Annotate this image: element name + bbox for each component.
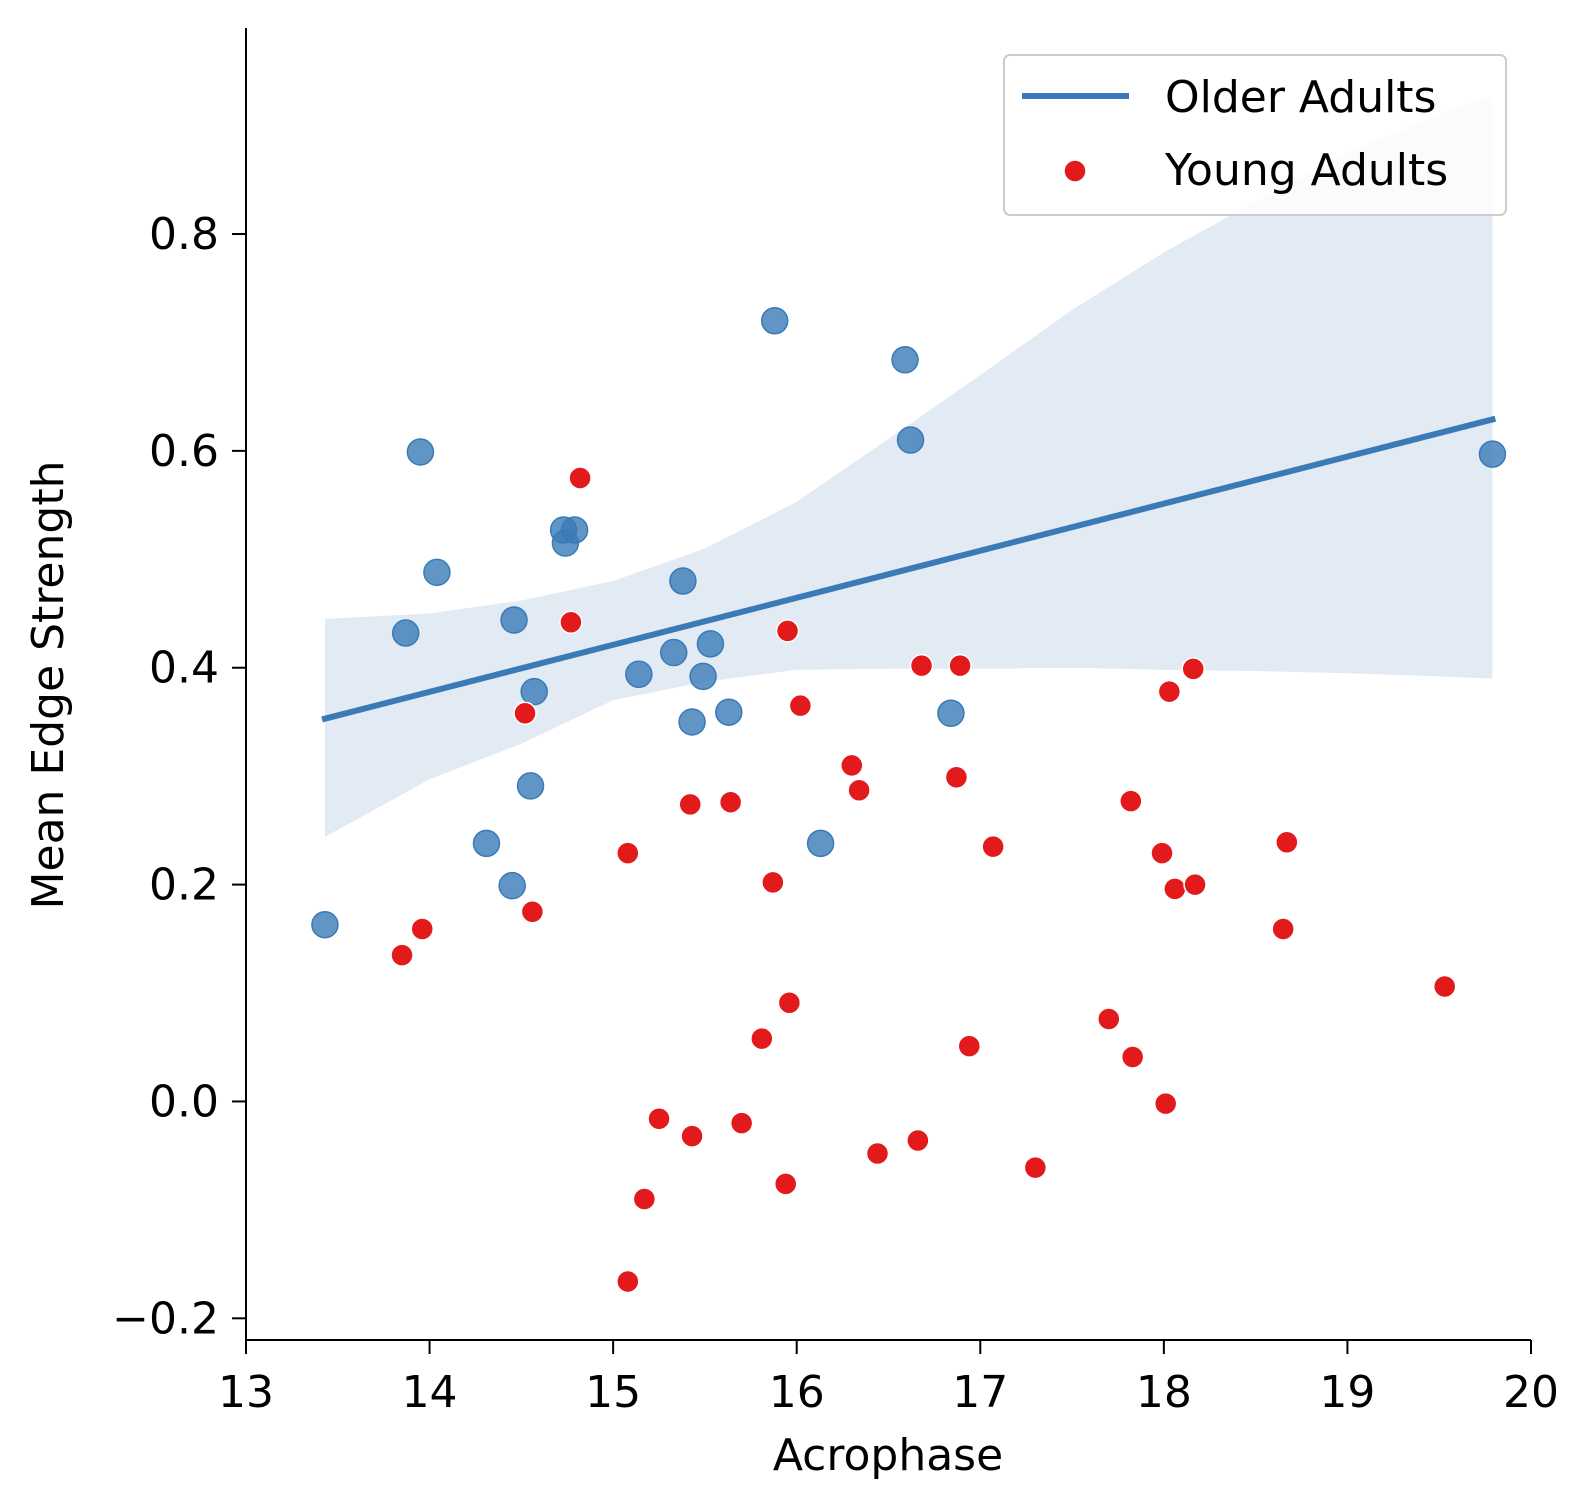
young-adult-point — [1183, 872, 1207, 897]
young-adult-point — [559, 610, 583, 634]
young-adult-point — [1023, 1155, 1048, 1180]
young-adult-point — [773, 1172, 798, 1196]
young-adult-point — [1120, 1045, 1145, 1069]
x-tick-label: 13 — [218, 1367, 274, 1418]
young-adult-point — [788, 693, 813, 718]
older-adult-point — [423, 558, 451, 587]
older-adult-point — [678, 708, 706, 736]
young-adult-point — [410, 917, 434, 941]
older-adult-point — [806, 829, 835, 858]
young-adult-point — [718, 790, 743, 814]
young-adult-point — [1157, 679, 1182, 704]
young-adults-points — [390, 466, 1457, 1294]
regression-line — [321, 415, 1497, 723]
x-ticks: 13 14 15 16 17 18 19 20 — [218, 1340, 1559, 1418]
young-adult-point — [1119, 789, 1143, 813]
y-tick-label: 0.0 — [149, 1076, 219, 1127]
young-adult-point — [1271, 917, 1295, 941]
legend-label-young-adults: Young Adults — [1164, 145, 1448, 196]
older-adult-point — [760, 307, 789, 335]
legend-frame — [1003, 54, 1507, 216]
young-adult-point — [909, 653, 934, 678]
older-adult-point — [891, 346, 919, 374]
x-tick-label: 15 — [585, 1367, 641, 1418]
young-adult-point — [1153, 1091, 1178, 1116]
older-adult-point — [472, 829, 501, 858]
young-adult-point — [944, 765, 969, 789]
young-adult-point — [775, 619, 800, 643]
y-tick-label: 0.4 — [149, 643, 219, 694]
y-ticks: −0.2 0.0 0.2 0.4 0.6 0.8 — [112, 209, 246, 1344]
young-adult-point — [390, 943, 414, 967]
x-tick-label: 17 — [952, 1367, 1008, 1418]
older-adult-point — [311, 910, 339, 939]
older-adult-point — [715, 698, 743, 726]
y-tick-label: 0.2 — [149, 860, 219, 911]
older-adult-point — [696, 630, 725, 658]
legend-label-older-adults: Older Adults — [1165, 72, 1436, 123]
x-axis-label: Acrophase — [773, 1430, 1003, 1481]
young-adult-point — [520, 899, 545, 924]
legend: Older Adults Young Adults — [1003, 54, 1507, 216]
young-adult-point — [1432, 974, 1457, 999]
young-adult-point — [1275, 830, 1299, 855]
young-adult-point — [1163, 877, 1187, 901]
older-adult-point — [500, 606, 528, 634]
young-adult-point — [1150, 841, 1174, 865]
older-adult-point — [520, 677, 548, 706]
x-tick-label: 14 — [402, 1367, 458, 1418]
young-adult-point — [568, 466, 592, 490]
older-adult-point — [896, 426, 925, 454]
young-adult-point — [865, 1141, 890, 1166]
young-adult-point — [632, 1187, 657, 1211]
older-adult-point — [625, 660, 653, 688]
young-adult-point — [906, 1128, 930, 1153]
young-adult-point — [729, 1111, 754, 1135]
young-adult-point — [840, 753, 864, 778]
young-adult-point — [680, 1124, 704, 1148]
legend-dot-swatch — [1063, 159, 1087, 183]
young-adult-point — [647, 1107, 671, 1131]
x-tick-label: 18 — [1136, 1367, 1192, 1418]
y-axis-label: Mean Edge Strength — [23, 461, 74, 910]
older-adult-point — [498, 871, 526, 900]
young-adult-point — [777, 991, 802, 1015]
young-adult-point — [847, 778, 871, 803]
y-tick-label: 0.8 — [149, 209, 219, 260]
young-adult-point — [678, 792, 702, 817]
young-adult-point — [957, 1034, 982, 1058]
young-adult-point — [981, 834, 1005, 859]
older-adult-point — [689, 662, 717, 691]
x-tick-label: 19 — [1319, 1367, 1375, 1418]
older-adults-points — [311, 307, 1507, 939]
plot-area — [311, 96, 1507, 1294]
older-adult-point — [560, 516, 589, 544]
older-adult-point — [391, 619, 420, 647]
young-adult-point — [1181, 657, 1205, 681]
older-adult-point — [1478, 440, 1507, 468]
young-adult-point — [616, 841, 640, 865]
older-adult-point — [669, 567, 697, 595]
older-adult-point — [659, 638, 688, 667]
axes: 13 14 15 16 17 18 19 20 −0.2 0.0 0.2 0.4 0.6 0.8 Acr… — [23, 28, 1559, 1481]
older-adult-point — [406, 438, 435, 466]
confidence-band — [324, 96, 1493, 837]
x-tick-label: 20 — [1503, 1367, 1559, 1418]
older-adult-point — [937, 699, 965, 728]
y-tick-label: 0.6 — [149, 426, 219, 477]
y-tick-label: −0.2 — [112, 1293, 219, 1344]
older-adult-point — [516, 772, 545, 800]
young-adult-point — [1097, 1007, 1121, 1031]
x-tick-label: 16 — [769, 1367, 825, 1418]
young-adult-point — [513, 701, 537, 726]
young-adult-point — [616, 1269, 640, 1294]
young-adult-point — [948, 653, 972, 678]
young-adult-point — [750, 1026, 774, 1051]
young-adult-point — [761, 870, 785, 895]
